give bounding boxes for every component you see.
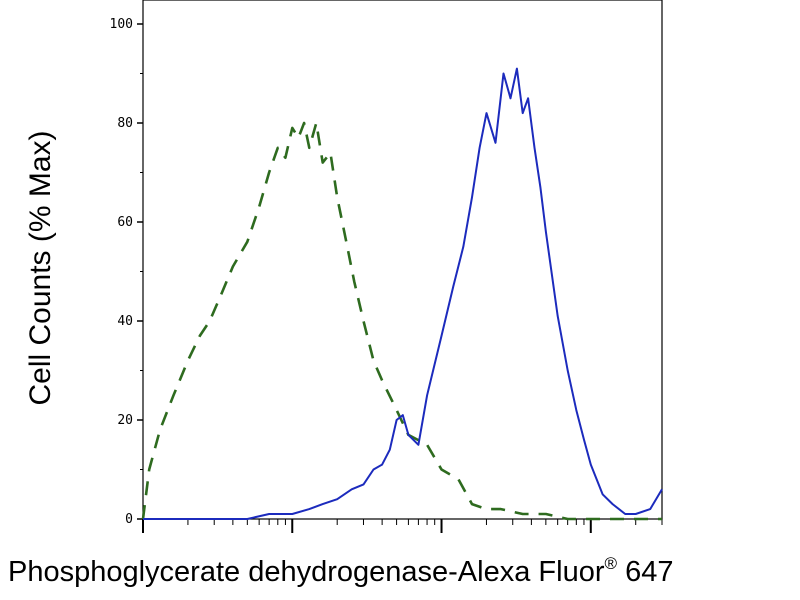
y-tick-label: 40	[117, 314, 133, 329]
y-axis-title: Cell Counts (% Max)	[24, 130, 57, 405]
y-tick-label: 60	[117, 215, 133, 230]
y-tick-label: 100	[110, 17, 133, 32]
registered-mark: ®	[604, 554, 618, 573]
x-axis	[142, 519, 663, 533]
x-axis-title-suffix: 647	[617, 556, 674, 588]
y-tick-label: 0	[125, 512, 133, 527]
y-tick-label: 80	[117, 116, 133, 131]
y-axis: 0 20 40 60 80 100	[110, 17, 143, 527]
series-layer	[141, 67, 663, 521]
stained-histogram-line	[143, 67, 663, 520]
y-tick-label: 20	[117, 413, 133, 428]
control-histogram-line	[141, 121, 662, 521]
plot-frame	[142, 0, 663, 520]
x-axis-title: Phosphoglycerate dehydrogenase-Alexa Flu…	[8, 554, 798, 589]
x-axis-title-main: Phosphoglycerate dehydrogenase-Alexa Flu…	[8, 556, 605, 588]
